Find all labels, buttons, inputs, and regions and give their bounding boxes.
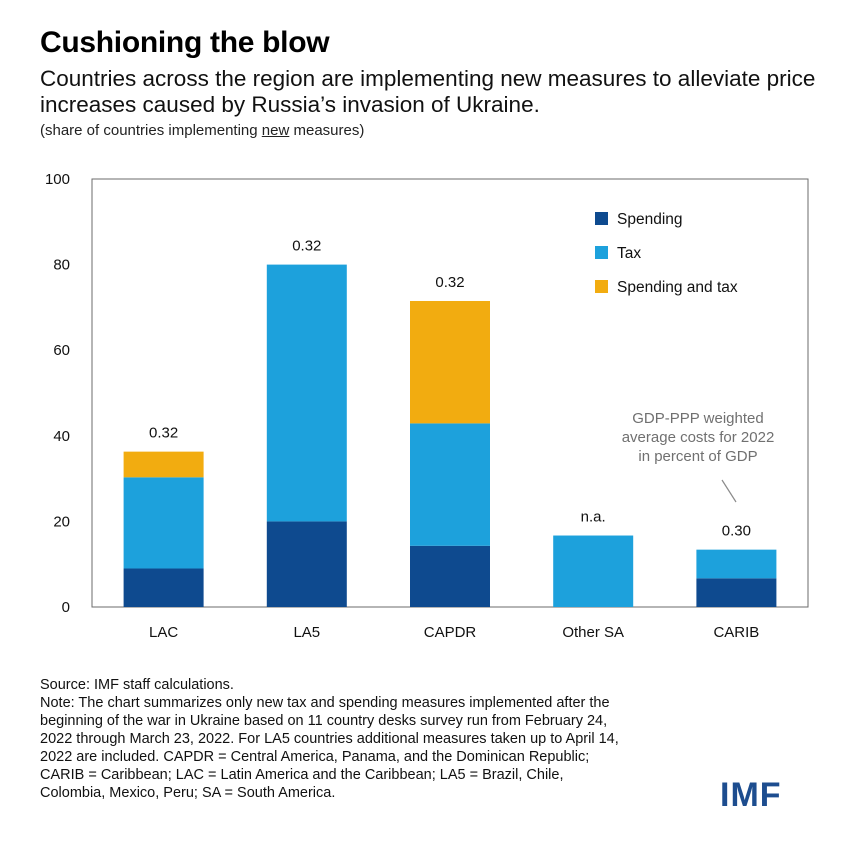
bar-segment-tax [696, 549, 777, 579]
bar-segment-tax [553, 535, 634, 607]
units-note-suffix: measures) [289, 122, 365, 139]
bar-segment-spending [410, 545, 490, 607]
legend-label: Spending and tax [617, 279, 738, 296]
annotation-line: GDP-PPP weighted [632, 410, 763, 427]
bar-segment-spending-and-tax [123, 451, 204, 478]
y-tick-label: 80 [53, 257, 70, 274]
legend-label: Tax [617, 245, 641, 262]
x-tick-label: LA5 [293, 624, 320, 641]
bar-total-label: 0.32 [435, 274, 464, 291]
bar-segment-spending-and-tax [410, 300, 490, 424]
legend-swatch [595, 212, 608, 225]
footnote-line: Colombia, Mexico, Peru; SA = South Ameri… [40, 785, 336, 801]
units-note-prefix: (share of countries implementing [40, 122, 262, 139]
x-tick-label: Other SA [562, 624, 624, 641]
bar-total-label: 0.32 [292, 238, 321, 255]
bar-total-label: n.a. [581, 509, 606, 526]
footnote-line: Note: The chart summarizes only new tax … [40, 695, 610, 711]
bar-total-label: 0.32 [149, 425, 178, 442]
footnote-line: 2022 through March 23, 2022. For LA5 cou… [40, 731, 619, 747]
footnote: Source: IMF staff calculations. Note: Th… [40, 676, 740, 802]
chart-subtitle: Countries across the region are implemen… [40, 66, 816, 117]
annotation-leader-line [721, 479, 737, 503]
annotation-line: average costs for 2022 [622, 429, 775, 446]
units-note-emphasis: new [261, 122, 290, 139]
bar-segment-tax [410, 423, 490, 546]
imf-logo: IMF [720, 776, 782, 814]
y-tick-label: 40 [53, 428, 70, 445]
footnote-line: CARIB = Caribbean; LAC = Latin America a… [40, 767, 564, 783]
bar-segment-spending [123, 568, 204, 607]
y-tick-label: 20 [53, 513, 70, 530]
bar-segment-spending [696, 578, 777, 607]
footnote-line: 2022 are included. CAPDR = Central Ameri… [40, 749, 590, 765]
chart-units-note: (share of countries implementing new mea… [40, 122, 364, 139]
legend-label: Spending [617, 211, 683, 228]
bar-segment-tax [266, 264, 347, 522]
footnote-line: beginning of the war in Ukraine based on… [40, 713, 608, 729]
x-tick-label: LAC [149, 624, 178, 641]
annotation-line: in percent of GDP [638, 448, 757, 465]
bar-segment-spending [266, 521, 347, 607]
legend-swatch [595, 280, 608, 293]
x-tick-label: CARIB [713, 624, 759, 641]
footnote-line: Source: IMF staff calculations. [40, 677, 234, 693]
bar-segment-tax [123, 477, 204, 569]
chart-title: Cushioning the blow [40, 26, 330, 59]
legend-swatch [595, 246, 608, 259]
y-tick-label: 0 [62, 599, 70, 616]
x-tick-label: CAPDR [424, 624, 477, 641]
bar-total-label: 0.30 [722, 523, 751, 540]
y-tick-label: 100 [45, 171, 70, 188]
y-tick-label: 60 [53, 342, 70, 359]
